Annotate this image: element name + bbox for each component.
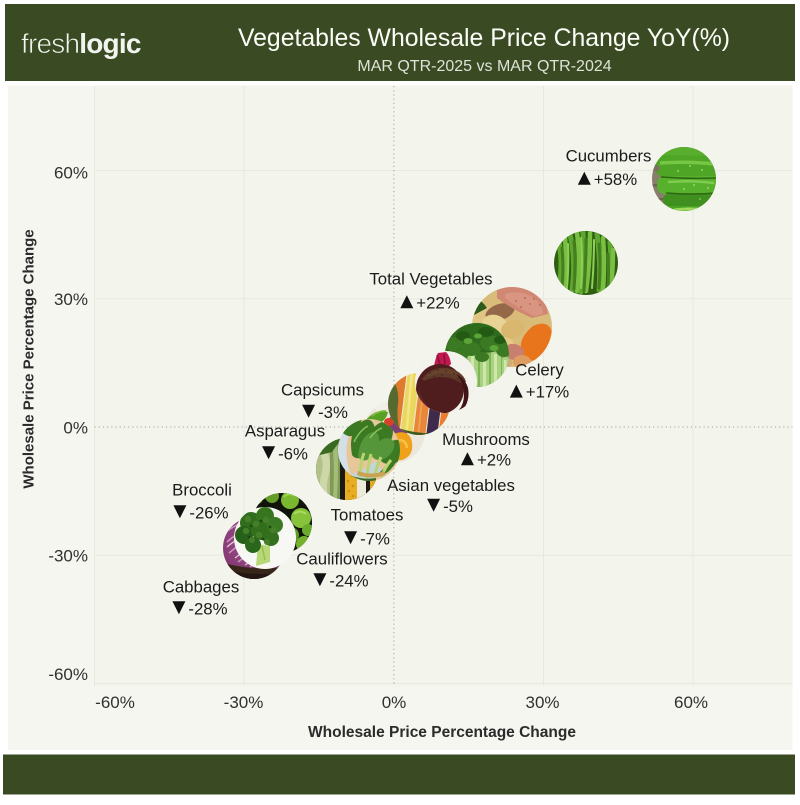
svg-text:0%: 0%: [63, 418, 88, 437]
svg-text:+17%: +17%: [526, 383, 569, 402]
svg-text:-30%: -30%: [224, 693, 264, 712]
svg-text:-7%: -7%: [360, 529, 390, 548]
svg-text:Celery: Celery: [515, 361, 564, 380]
svg-text:-26%: -26%: [189, 503, 228, 522]
svg-text:-28%: -28%: [188, 599, 227, 618]
svg-text:60%: 60%: [674, 693, 708, 712]
svg-text:Wholesale Price Percentage Cha: Wholesale Price Percentage Change: [21, 229, 38, 488]
svg-text:30%: 30%: [525, 693, 559, 712]
svg-text:-30%: -30%: [48, 547, 88, 566]
svg-text:Cauliflowers: Cauliflowers: [296, 549, 387, 568]
svg-text:freshlogic: freshlogic: [21, 28, 141, 59]
svg-text:Wholesale Price Percentage Cha: Wholesale Price Percentage Change: [308, 724, 576, 741]
svg-text:Capsicums: Capsicums: [281, 380, 364, 399]
svg-text:Asian vegetables: Asian vegetables: [387, 476, 515, 495]
svg-text:Vegetables Wholesale Price Cha: Vegetables Wholesale Price Change YoY(%): [238, 25, 730, 52]
svg-text:-24%: -24%: [329, 571, 368, 590]
svg-text:+22%: +22%: [416, 293, 459, 312]
svg-text:-5%: -5%: [443, 497, 473, 516]
svg-text:Broccoli: Broccoli: [172, 480, 232, 499]
svg-text:Cucumbers: Cucumbers: [566, 146, 652, 165]
svg-text:Total Vegetables: Total Vegetables: [369, 269, 492, 288]
svg-text:-3%: -3%: [318, 403, 348, 422]
svg-text:0%: 0%: [382, 693, 407, 712]
svg-text:MAR QTR-2025 vs MAR QTR-2024: MAR QTR-2025 vs MAR QTR-2024: [357, 58, 611, 75]
svg-text:Cabbages: Cabbages: [163, 577, 240, 596]
svg-text:Asparagus: Asparagus: [245, 421, 325, 440]
svg-text:-60%: -60%: [95, 693, 135, 712]
svg-text:+58%: +58%: [594, 170, 637, 189]
svg-text:30%: 30%: [54, 290, 88, 309]
svg-text:-6%: -6%: [278, 444, 308, 463]
svg-text:60%: 60%: [54, 164, 88, 183]
svg-text:+2%: +2%: [477, 450, 511, 469]
svg-text:-60%: -60%: [48, 665, 88, 684]
svg-text:Tomatoes: Tomatoes: [331, 505, 404, 524]
svg-text:Mushrooms: Mushrooms: [442, 430, 530, 449]
